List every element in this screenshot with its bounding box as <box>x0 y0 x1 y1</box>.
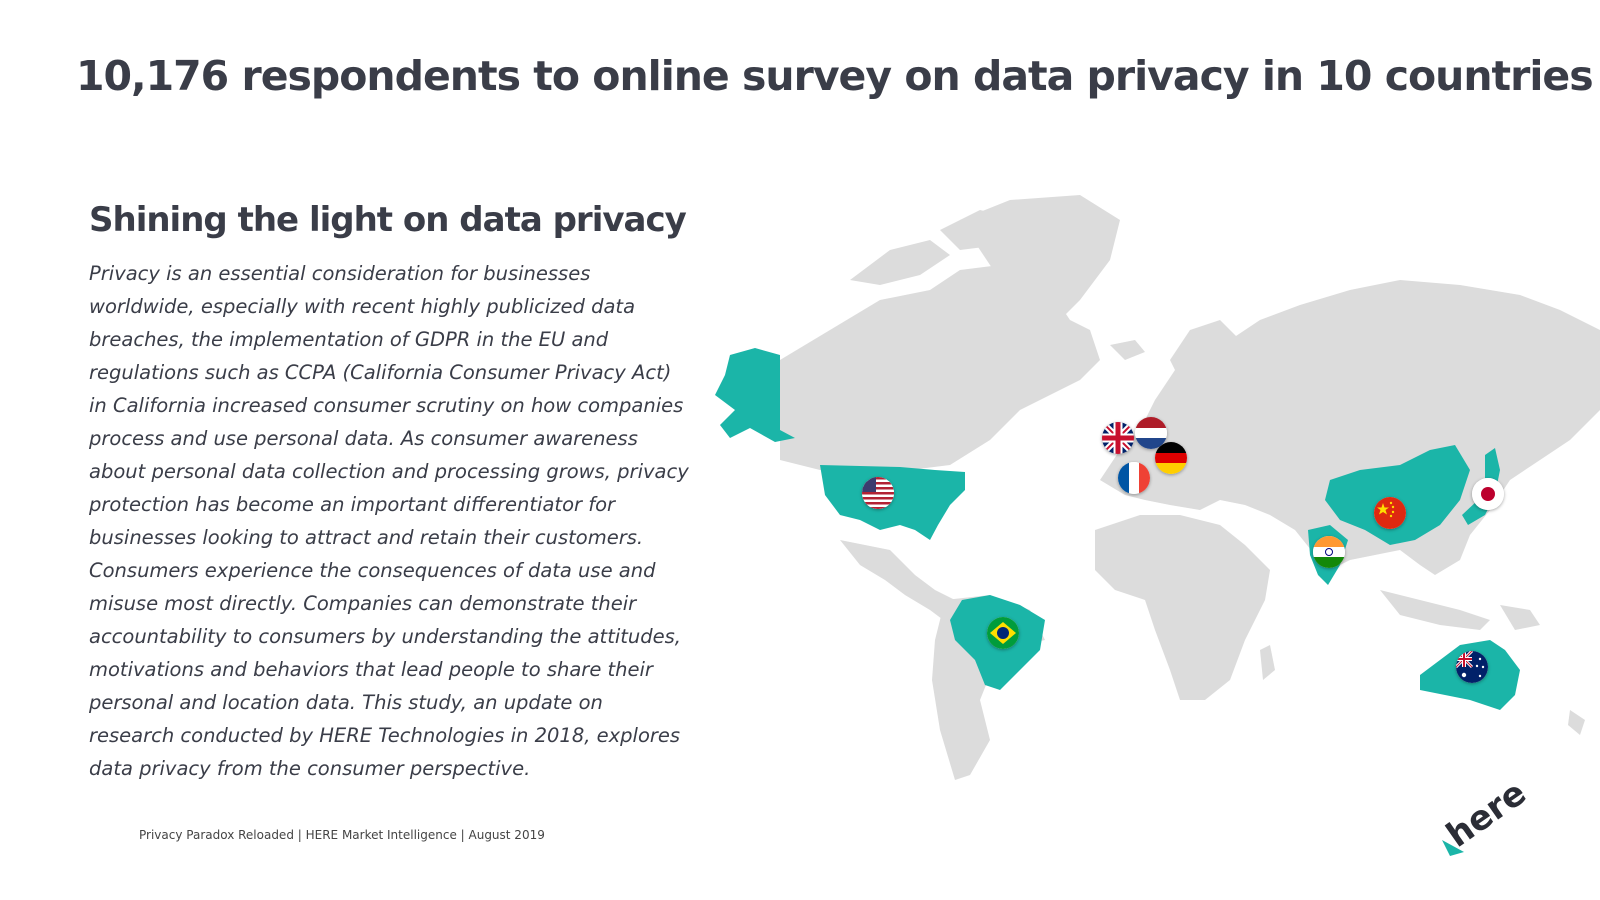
indonesia-landmass <box>1380 590 1540 630</box>
japan-region <box>1462 448 1500 525</box>
scandinavia-landmass <box>1170 320 1240 400</box>
australia-flag-icon <box>1456 651 1488 683</box>
alaska-region <box>715 348 795 442</box>
central-america-landmass <box>840 540 970 625</box>
china-flag-icon <box>1374 497 1406 529</box>
africa-landmass <box>1095 515 1270 700</box>
page-title: 10,176 respondents to online survey on d… <box>76 52 1594 100</box>
greenland-landmass <box>960 195 1120 330</box>
usa-flag-icon <box>862 477 894 509</box>
india-flag-icon <box>1313 536 1345 568</box>
footer-source: Privacy Paradox Reloaded | HERE Market I… <box>139 828 545 842</box>
brazil-flag-icon <box>987 617 1019 649</box>
new-zealand-landmass <box>1568 710 1585 735</box>
china-region <box>1325 445 1470 545</box>
japan-flag-icon <box>1472 478 1504 510</box>
world-map <box>715 195 1600 780</box>
france-flag-icon <box>1118 462 1150 494</box>
usa-region <box>820 465 965 540</box>
arctic-islands <box>850 210 1080 285</box>
here-logo: here <box>1439 780 1530 856</box>
here-logo-accent <box>1442 840 1464 856</box>
section-heading: Shining the light on data privacy <box>89 200 687 240</box>
germany-flag-icon <box>1155 442 1187 474</box>
here-logo-text: here <box>1439 780 1530 856</box>
iceland-landmass <box>1110 340 1145 360</box>
madagascar-landmass <box>1260 645 1275 680</box>
united-kingdom-flag-icon <box>1102 422 1134 454</box>
body-paragraph: Privacy is an essential consideration fo… <box>89 262 689 780</box>
